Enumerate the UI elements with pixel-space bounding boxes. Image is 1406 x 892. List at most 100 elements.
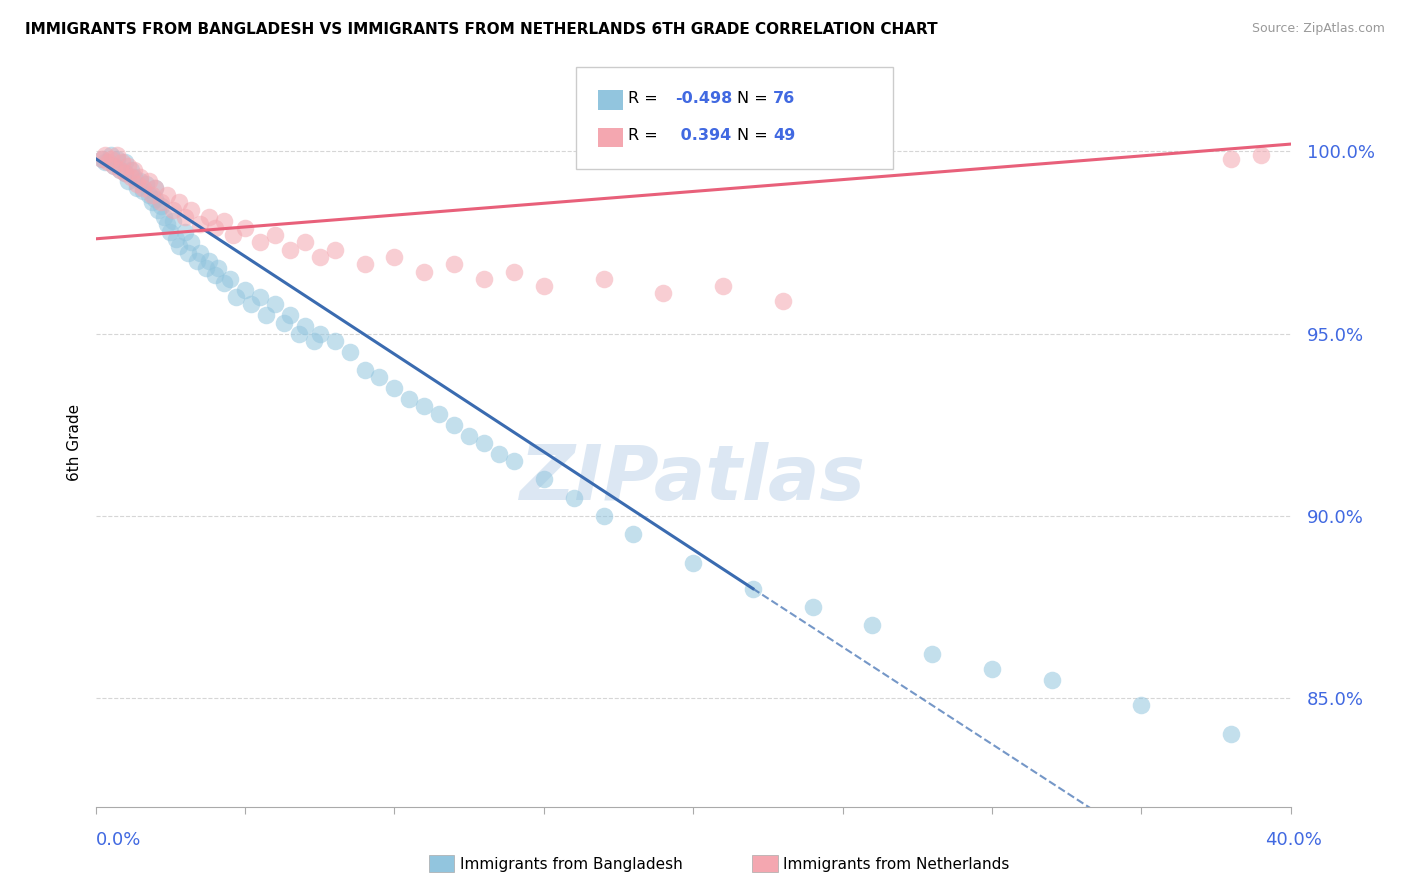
Point: [219, 272, 242, 286]
Point: [188, 217, 211, 231]
Point: [294, 319, 316, 334]
Point: [1220, 727, 1243, 741]
Point: [273, 316, 295, 330]
Point: [443, 257, 465, 271]
Text: 49: 49: [773, 128, 796, 143]
Point: [488, 447, 510, 461]
Point: [198, 210, 221, 224]
Point: [135, 177, 157, 191]
Point: [254, 309, 277, 323]
Point: [503, 265, 526, 279]
Point: [384, 250, 406, 264]
Point: [127, 177, 149, 191]
Point: [169, 239, 191, 253]
Point: [413, 400, 436, 414]
Point: [249, 290, 271, 304]
Point: [862, 618, 884, 632]
Text: -0.498: -0.498: [675, 91, 733, 105]
Point: [127, 181, 149, 195]
Point: [472, 435, 495, 450]
Point: [100, 148, 122, 162]
Text: 76: 76: [773, 91, 796, 105]
Point: [138, 173, 160, 187]
Point: [249, 235, 271, 250]
Point: [384, 381, 406, 395]
Point: [233, 283, 256, 297]
Point: [562, 491, 585, 505]
Text: 40.0%: 40.0%: [1265, 831, 1322, 849]
Point: [177, 246, 200, 260]
Point: [117, 173, 139, 187]
Point: [711, 279, 734, 293]
Point: [162, 202, 184, 217]
Point: [150, 199, 173, 213]
Point: [121, 169, 143, 184]
Point: [114, 166, 136, 180]
Point: [458, 428, 481, 442]
Point: [114, 166, 136, 180]
Point: [592, 272, 614, 286]
Point: [921, 647, 943, 661]
Point: [368, 370, 391, 384]
Point: [93, 155, 115, 169]
Point: [188, 246, 211, 260]
Point: [93, 148, 115, 162]
Point: [124, 162, 146, 177]
Point: [121, 162, 143, 177]
Point: [180, 202, 202, 217]
Point: [1040, 673, 1063, 687]
Point: [981, 662, 1004, 676]
Point: [174, 225, 197, 239]
Point: [339, 344, 361, 359]
Point: [132, 181, 155, 195]
Point: [174, 210, 197, 224]
Point: [114, 155, 136, 169]
Point: [264, 297, 287, 311]
Text: R =: R =: [628, 128, 664, 143]
Point: [294, 235, 316, 250]
Point: [623, 527, 645, 541]
Point: [90, 152, 112, 166]
Point: [212, 276, 235, 290]
Point: [156, 188, 179, 202]
Point: [96, 155, 120, 169]
Text: Immigrants from Netherlands: Immigrants from Netherlands: [783, 857, 1010, 871]
Text: Immigrants from Bangladesh: Immigrants from Bangladesh: [460, 857, 682, 871]
Point: [278, 243, 301, 257]
Point: [233, 220, 256, 235]
Point: [117, 159, 139, 173]
Point: [801, 599, 824, 614]
Point: [503, 454, 526, 468]
Point: [165, 232, 187, 246]
Text: R =: R =: [628, 91, 664, 105]
Point: [308, 250, 330, 264]
Point: [103, 159, 125, 173]
Point: [129, 169, 152, 184]
Point: [124, 169, 146, 184]
Point: [162, 213, 184, 227]
Point: [108, 162, 131, 177]
Point: [652, 286, 675, 301]
Point: [742, 582, 765, 596]
Point: [198, 253, 221, 268]
Y-axis label: 6th Grade: 6th Grade: [66, 404, 82, 482]
Point: [443, 417, 465, 432]
Text: Source: ZipAtlas.com: Source: ZipAtlas.com: [1251, 22, 1385, 36]
Point: [533, 472, 555, 486]
Point: [222, 228, 245, 243]
Point: [533, 279, 555, 293]
Point: [103, 159, 125, 173]
Text: IMMIGRANTS FROM BANGLADESH VS IMMIGRANTS FROM NETHERLANDS 6TH GRADE CORRELATION : IMMIGRANTS FROM BANGLADESH VS IMMIGRANTS…: [25, 22, 938, 37]
Point: [204, 268, 226, 283]
Point: [204, 220, 226, 235]
Point: [682, 556, 704, 570]
Point: [323, 334, 346, 348]
Text: ZIPatlas: ZIPatlas: [520, 442, 866, 516]
Point: [141, 188, 163, 202]
Point: [105, 152, 128, 166]
Point: [108, 162, 131, 177]
Point: [427, 407, 450, 421]
Point: [141, 195, 163, 210]
Point: [132, 185, 155, 199]
Point: [156, 217, 179, 231]
